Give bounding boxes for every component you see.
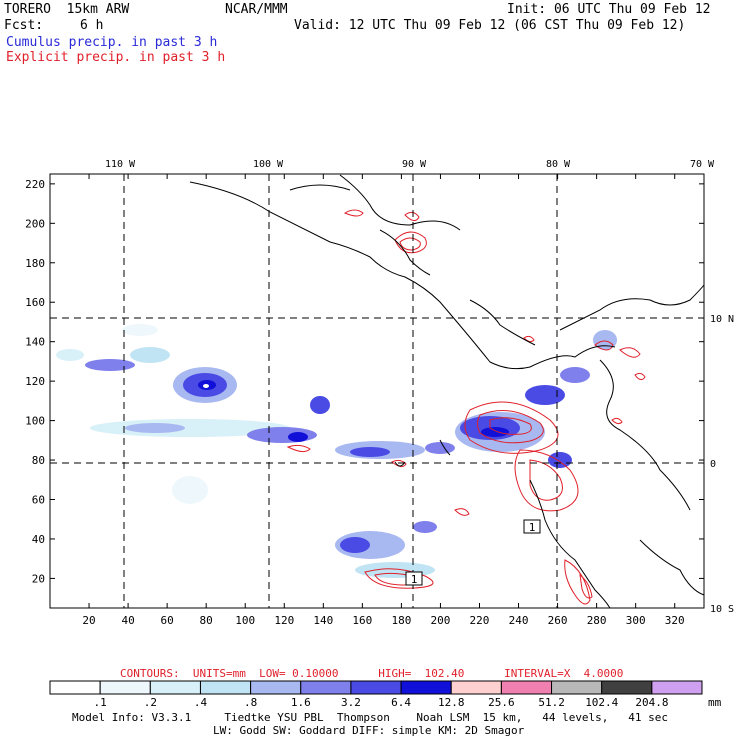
x-tick-label: 20 bbox=[82, 614, 95, 627]
colorbar-tick-label: .1 bbox=[93, 696, 107, 709]
lon-label-110w: 110 W bbox=[105, 159, 136, 170]
explicit-precip-contours bbox=[286, 209, 646, 605]
colorbar-swatch bbox=[49, 680, 101, 695]
colorbar-unit: mm bbox=[708, 696, 722, 709]
colorbar-tick-label: 102.4 bbox=[585, 696, 619, 709]
x-tick-label: 200 bbox=[431, 614, 451, 627]
colorbar-tick-label: 6.4 bbox=[391, 696, 412, 709]
forecast-hours: 6 h bbox=[80, 18, 104, 33]
colorbar-swatch bbox=[350, 680, 402, 695]
x-tick-label: 280 bbox=[587, 614, 607, 627]
x-tick-label: 260 bbox=[548, 614, 568, 627]
y-tick-label: 80 bbox=[32, 454, 45, 467]
lon-label-70w: 70 W bbox=[690, 159, 715, 170]
physics-info: LW: Godd SW: Goddard DIFF: simple KM: 2D… bbox=[213, 724, 525, 737]
colorbar-tick-label: .8 bbox=[244, 696, 258, 709]
x-tick-label: 60 bbox=[161, 614, 174, 627]
cumulus-precip-shading bbox=[56, 324, 617, 578]
colorbar-swatch bbox=[250, 680, 302, 695]
y-tick-label: 200 bbox=[25, 217, 45, 230]
colorbar-swatch bbox=[400, 680, 452, 695]
colorbar-swatch bbox=[99, 680, 151, 695]
y-tick-label: 40 bbox=[32, 533, 45, 546]
x-tick-label: 160 bbox=[352, 614, 372, 627]
lon-label-80w: 80 W bbox=[546, 159, 571, 170]
colorbar-swatch bbox=[199, 680, 252, 695]
box-label-1a: 1 bbox=[405, 571, 423, 586]
lon-label-100w: 100 W bbox=[253, 159, 284, 170]
colorbar-swatch bbox=[300, 680, 352, 695]
colorbar-tick-label: .2 bbox=[143, 696, 157, 709]
y-tick-label: 140 bbox=[25, 336, 45, 349]
contour-info: CONTOURS: UNITS=mm LOW= 0.10000 HIGH= 10… bbox=[120, 667, 624, 680]
colorbar-swatch bbox=[500, 680, 553, 695]
y-tick-label: 60 bbox=[32, 494, 45, 507]
lat-label-10s: 10 S bbox=[710, 604, 734, 615]
x-tick-label: 100 bbox=[235, 614, 255, 627]
colorbar-tick-label: .4 bbox=[193, 696, 208, 709]
colorbar bbox=[49, 680, 703, 695]
colorbar-swatch bbox=[601, 680, 653, 695]
x-tick-label: 120 bbox=[274, 614, 294, 627]
model-info: Model Info: V3.3.1 Tiedtke YSU PBL Thomp… bbox=[72, 711, 669, 724]
x-tick-label: 180 bbox=[391, 614, 411, 627]
y-tick-label: 180 bbox=[25, 257, 45, 270]
colorbar-tick-label: 204.8 bbox=[635, 696, 669, 709]
colorbar-swatch bbox=[149, 680, 201, 695]
x-tick-label: 300 bbox=[626, 614, 646, 627]
y-tick-label: 100 bbox=[25, 415, 45, 428]
box-label-1b: 1 bbox=[523, 519, 541, 534]
organization: NCAR/MMM bbox=[225, 2, 288, 17]
colorbar-swatch bbox=[450, 680, 502, 695]
init-time: Init: 06 UTC Thu 09 Feb 12 bbox=[507, 2, 711, 17]
forecast-label: Fcst: bbox=[4, 18, 44, 33]
colorbar-tick-label: 1.6 bbox=[290, 696, 311, 709]
colorbar-tick-label: 51.2 bbox=[538, 696, 565, 709]
grid-lines bbox=[50, 174, 704, 608]
colorbar-swatch bbox=[551, 680, 603, 695]
x-tick-label: 80 bbox=[200, 614, 213, 627]
x-tick-label: 40 bbox=[121, 614, 134, 627]
x-tick-label: 320 bbox=[665, 614, 685, 627]
x-axis-ticks bbox=[88, 174, 676, 608]
cumulus-legend: Cumulus precip. in past 3 h bbox=[6, 35, 218, 50]
x-tick-label: 140 bbox=[313, 614, 333, 627]
lat-label-0: 0 bbox=[710, 459, 716, 470]
valid-time: Valid: 12 UTC Thu 09 Feb 12 (06 CST Thu … bbox=[294, 18, 686, 33]
lon-label-90w: 90 W bbox=[402, 159, 427, 170]
coastlines bbox=[189, 174, 705, 609]
y-axis-labels: 20 40 60 80 100 120 140 160 180 200 220 bbox=[25, 178, 45, 586]
x-axis-labels: 20 40 60 80 100 120 140 160 180 200 220 240 260 280 30… bbox=[82, 614, 684, 627]
box-label-1a-text: 1 bbox=[411, 573, 418, 586]
y-tick-label: 220 bbox=[25, 178, 45, 191]
colorbar-tick-label: 25.6 bbox=[488, 696, 515, 709]
y-tick-label: 120 bbox=[25, 375, 45, 388]
y-axis-ticks bbox=[50, 183, 704, 579]
box-label-1b-text: 1 bbox=[529, 521, 536, 534]
y-tick-label: 20 bbox=[32, 572, 45, 585]
lat-label-10n: 10 N bbox=[710, 314, 734, 325]
colorbar-swatch bbox=[651, 680, 703, 695]
y-tick-label: 160 bbox=[25, 296, 45, 309]
model-name: TORERO 15km ARW bbox=[4, 2, 130, 17]
x-tick-label: 220 bbox=[470, 614, 490, 627]
explicit-legend: Explicit precip. in past 3 h bbox=[6, 50, 226, 65]
x-tick-label: 240 bbox=[509, 614, 529, 627]
colorbar-tick-label: 12.8 bbox=[438, 696, 465, 709]
colorbar-tick-label: 3.2 bbox=[341, 696, 361, 709]
